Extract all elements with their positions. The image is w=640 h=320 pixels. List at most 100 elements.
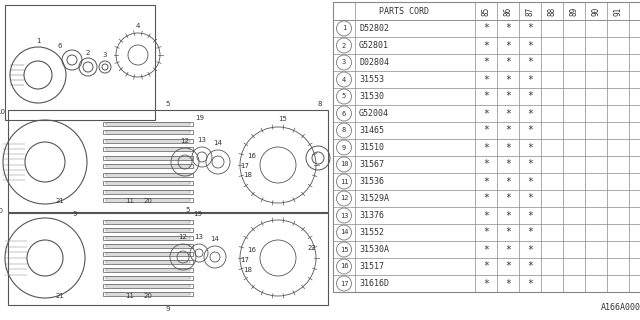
- Bar: [106, 237, 190, 239]
- Text: *: *: [527, 23, 533, 34]
- Text: 8: 8: [342, 127, 346, 133]
- Bar: [106, 190, 190, 193]
- Bar: [106, 253, 190, 255]
- Text: 17: 17: [340, 281, 348, 286]
- Text: 90: 90: [591, 6, 600, 16]
- Text: 31517: 31517: [359, 262, 384, 271]
- Bar: [103, 252, 193, 256]
- Text: *: *: [483, 108, 489, 118]
- Text: 10: 10: [0, 109, 6, 115]
- Text: 4: 4: [342, 76, 346, 83]
- Text: 17: 17: [241, 163, 250, 169]
- Text: 3: 3: [342, 60, 346, 66]
- Text: *: *: [505, 244, 511, 254]
- Text: *: *: [483, 177, 489, 187]
- Text: *: *: [483, 125, 489, 135]
- Text: *: *: [505, 125, 511, 135]
- Text: 11: 11: [125, 293, 134, 299]
- Bar: [103, 122, 193, 126]
- Text: 3: 3: [103, 52, 108, 58]
- Text: 31529A: 31529A: [359, 194, 389, 203]
- Text: *: *: [505, 108, 511, 118]
- Text: *: *: [483, 228, 489, 237]
- Text: *: *: [483, 142, 489, 153]
- Text: *: *: [505, 92, 511, 101]
- Text: 10: 10: [0, 208, 3, 214]
- Text: *: *: [483, 244, 489, 254]
- Bar: [103, 268, 193, 272]
- Text: 12: 12: [340, 196, 348, 202]
- Text: 31510: 31510: [359, 143, 384, 152]
- Text: 14: 14: [340, 229, 348, 236]
- Text: 89: 89: [570, 6, 579, 16]
- Text: 17: 17: [241, 257, 250, 263]
- Text: *: *: [505, 177, 511, 187]
- Text: 10: 10: [340, 162, 348, 167]
- Bar: [103, 130, 193, 134]
- Text: 20: 20: [143, 293, 152, 299]
- Text: *: *: [505, 159, 511, 170]
- Text: 16: 16: [248, 247, 257, 253]
- Text: 9: 9: [73, 211, 77, 217]
- Bar: [103, 260, 193, 264]
- Bar: [103, 236, 193, 240]
- Bar: [106, 269, 190, 271]
- Text: *: *: [483, 211, 489, 220]
- Text: *: *: [527, 211, 533, 220]
- Text: 31553: 31553: [359, 75, 384, 84]
- Bar: [106, 140, 190, 142]
- Text: *: *: [527, 142, 533, 153]
- Text: 2: 2: [86, 50, 90, 56]
- Text: PARTS CORD: PARTS CORD: [379, 6, 429, 15]
- Text: *: *: [527, 244, 533, 254]
- Text: 1: 1: [36, 38, 40, 44]
- Text: 11: 11: [125, 198, 134, 204]
- Text: 2: 2: [342, 43, 346, 49]
- Text: *: *: [527, 125, 533, 135]
- Text: 4: 4: [136, 23, 140, 29]
- Text: *: *: [527, 75, 533, 84]
- Text: 18: 18: [243, 267, 253, 273]
- Text: *: *: [505, 228, 511, 237]
- Bar: [103, 292, 193, 296]
- Text: 13: 13: [340, 212, 348, 219]
- Text: 88: 88: [547, 6, 557, 16]
- Text: D02804: D02804: [359, 58, 389, 67]
- Text: G52004: G52004: [359, 109, 389, 118]
- Text: 9: 9: [166, 306, 170, 312]
- Text: *: *: [527, 41, 533, 51]
- Bar: [106, 221, 190, 223]
- Text: 15: 15: [278, 116, 287, 122]
- Bar: [106, 261, 190, 263]
- Text: *: *: [527, 194, 533, 204]
- Text: *: *: [483, 92, 489, 101]
- Text: *: *: [483, 159, 489, 170]
- Text: *: *: [483, 23, 489, 34]
- Text: *: *: [483, 278, 489, 289]
- Text: 31465: 31465: [359, 126, 384, 135]
- Text: *: *: [483, 194, 489, 204]
- Text: *: *: [527, 159, 533, 170]
- Text: *: *: [505, 23, 511, 34]
- Text: 1: 1: [342, 26, 346, 31]
- Text: 31567: 31567: [359, 160, 384, 169]
- Bar: [103, 284, 193, 288]
- Text: 31376: 31376: [359, 211, 384, 220]
- Bar: [103, 244, 193, 248]
- Bar: [103, 228, 193, 232]
- Text: 31616D: 31616D: [359, 279, 389, 288]
- Text: *: *: [527, 261, 533, 271]
- Text: 16: 16: [340, 263, 348, 269]
- Text: 6: 6: [58, 43, 62, 49]
- Bar: [106, 293, 190, 295]
- Text: *: *: [505, 75, 511, 84]
- Text: 22: 22: [307, 245, 316, 251]
- Text: *: *: [527, 228, 533, 237]
- Text: 31536: 31536: [359, 177, 384, 186]
- Text: *: *: [483, 58, 489, 68]
- Text: 5: 5: [342, 93, 346, 100]
- Text: 21: 21: [56, 198, 65, 204]
- Text: 87: 87: [525, 6, 534, 16]
- Text: *: *: [483, 75, 489, 84]
- Text: *: *: [527, 58, 533, 68]
